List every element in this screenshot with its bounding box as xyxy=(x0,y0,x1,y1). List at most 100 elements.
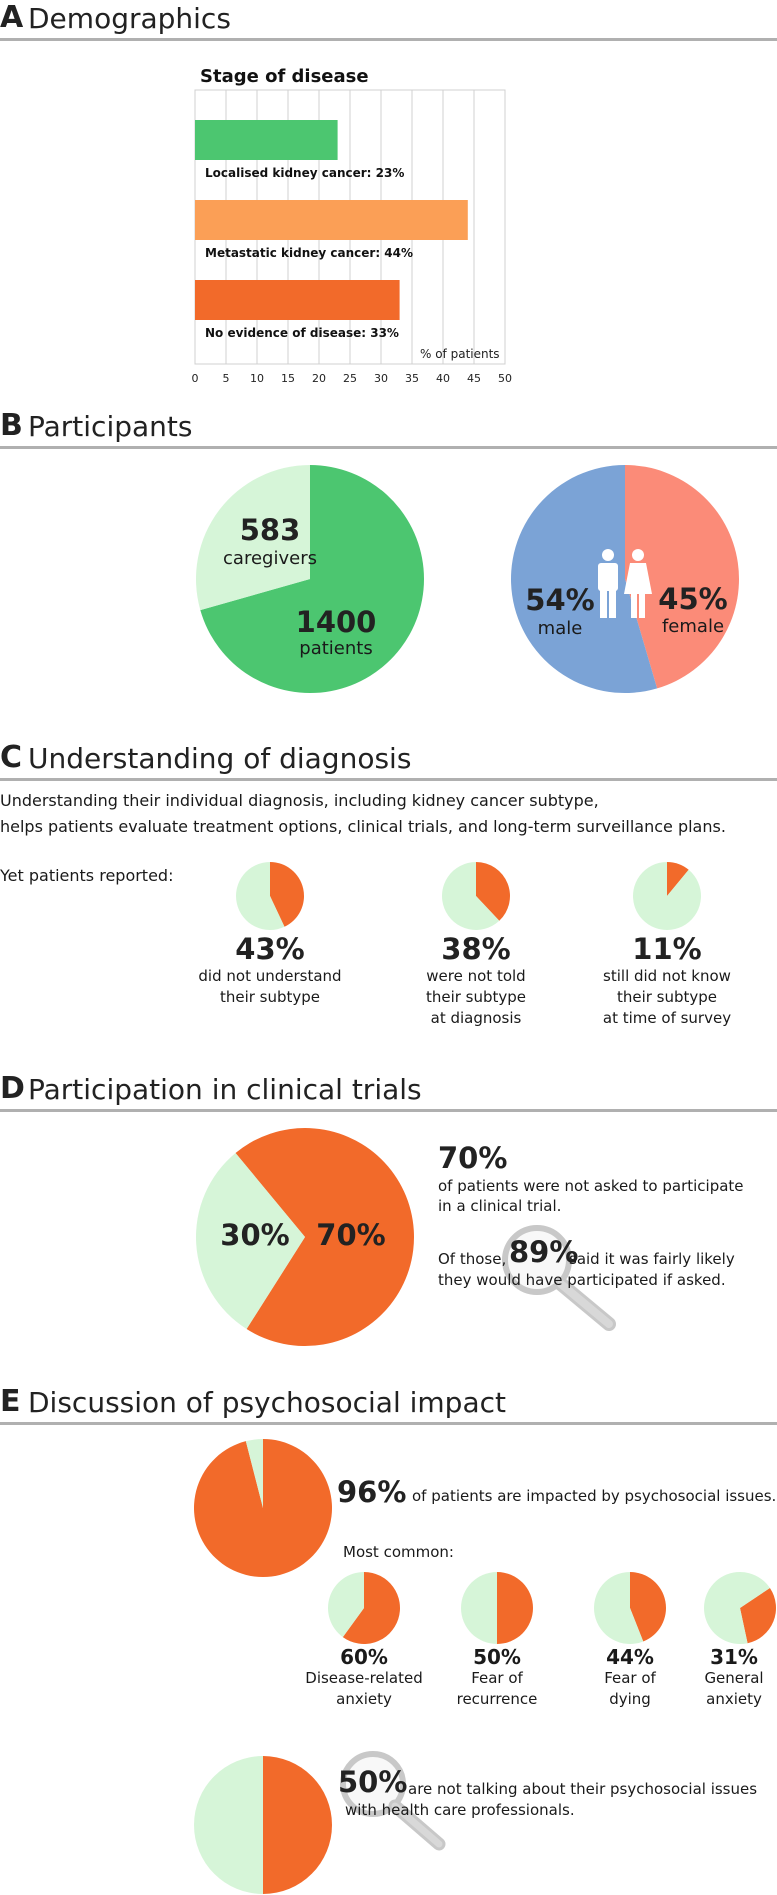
caption-line: anxiety xyxy=(336,1690,392,1708)
pie-slice xyxy=(630,1572,666,1642)
patients-label: patients xyxy=(299,638,373,659)
most-common-label: Most common: xyxy=(343,1543,454,1561)
caption-line: dying xyxy=(609,1690,651,1708)
caption-line: recurrence xyxy=(456,1690,538,1708)
trials-stat: 70% xyxy=(438,1141,508,1175)
not-talking-text1: are not talking about their psychosocial… xyxy=(408,1780,758,1798)
pie-slice xyxy=(740,1587,776,1644)
stat-value: 60% xyxy=(340,1645,388,1669)
bar-label: No evidence of disease: 33% xyxy=(205,326,399,340)
section-a-header: A Demographics xyxy=(0,0,777,41)
not-talking-pie xyxy=(194,1756,332,1894)
tick-label: 20 xyxy=(312,372,326,385)
psycho-text: of patients are impacted by psychosocial… xyxy=(412,1487,777,1505)
caregivers-patients-pie xyxy=(195,465,424,693)
caption-line: their subtype xyxy=(616,988,718,1006)
male-female-icon xyxy=(598,549,652,618)
section-letter: D xyxy=(0,1071,25,1106)
tick-label: 15 xyxy=(281,372,295,385)
pie-slice xyxy=(194,1756,263,1894)
stat-caption: Fear of dying xyxy=(560,1668,700,1710)
stat-caption: Disease-related anxiety xyxy=(294,1668,434,1710)
pie-slice xyxy=(461,1572,497,1644)
section-divider xyxy=(0,778,777,781)
not-asked-value: 30% xyxy=(220,1218,290,1252)
gender-pie xyxy=(511,465,739,693)
tick-label: 5 xyxy=(223,372,230,385)
trials-line4: they would have participated if asked. xyxy=(438,1271,726,1289)
section-d-header: D Participation in clinical trials xyxy=(0,1071,777,1112)
pie-slice xyxy=(235,1128,414,1346)
not-understand-subtype-pie xyxy=(236,862,304,930)
caption-line: did not understand xyxy=(198,967,342,985)
caption-line: their subtype xyxy=(219,988,321,1006)
section-letter: C xyxy=(0,740,23,775)
pie-slice xyxy=(328,1572,364,1638)
tick-label: 50 xyxy=(498,372,512,385)
magnifier-icon xyxy=(502,1225,616,1331)
asked-value: 70% xyxy=(316,1218,386,1252)
caption-line: General xyxy=(704,1669,764,1687)
section-b-header: B Participants xyxy=(0,408,777,449)
pie-slice xyxy=(200,465,424,693)
pie-slice xyxy=(196,1153,305,1330)
still-not-know-subtype-pie xyxy=(633,862,701,930)
fear-of-recurrence-pie xyxy=(461,1572,533,1644)
of-those-text: Of those, xyxy=(438,1250,507,1268)
section-letter: B xyxy=(0,408,23,443)
caregivers-label: caregivers xyxy=(223,548,317,569)
yet-patients-reported: Yet patients reported: xyxy=(0,866,174,885)
tick-label: 35 xyxy=(405,372,419,385)
section-c-header: C Understanding of diagnosis xyxy=(0,740,777,781)
stat-caption: General anxiety xyxy=(691,1668,777,1710)
trials-pie xyxy=(196,1128,414,1346)
section-title: Discussion of psychosocial impact xyxy=(28,1386,506,1419)
male-label: male xyxy=(537,618,583,639)
section-e-header: E Discussion of psychosocial impact xyxy=(0,1384,777,1425)
tick-label: 10 xyxy=(250,372,264,385)
general-anxiety-pie xyxy=(704,1572,776,1644)
section-title: Participants xyxy=(28,410,193,443)
tick-label: 45 xyxy=(467,372,481,385)
pie-slice xyxy=(704,1572,770,1644)
pie-slice xyxy=(594,1572,644,1644)
male-value: 54% xyxy=(525,583,595,617)
caption-line: anxiety xyxy=(706,1690,762,1708)
pie-slice xyxy=(625,465,739,689)
tick-label: 0 xyxy=(192,372,199,385)
section-letter: A xyxy=(0,0,24,35)
caption-line: still did not know xyxy=(603,967,731,985)
section-title: Understanding of diagnosis xyxy=(28,742,412,775)
pie-slice xyxy=(195,465,310,611)
tick-label: 40 xyxy=(436,372,450,385)
stat-value: 38% xyxy=(441,932,511,966)
pie-slice xyxy=(497,1572,533,1644)
bar xyxy=(195,280,400,320)
female-value: 45% xyxy=(658,582,728,616)
stat-value: 50% xyxy=(473,1645,521,1669)
caregivers-value: 583 xyxy=(239,513,301,547)
stat-caption: did not understand their subtype xyxy=(170,966,370,1008)
disease-related-anxiety-pie xyxy=(328,1572,400,1644)
section-divider xyxy=(0,1109,777,1112)
section-divider xyxy=(0,446,777,449)
caption-line: Fear of xyxy=(604,1669,656,1687)
pie-slice xyxy=(245,1439,263,1508)
patients-value: 1400 xyxy=(295,605,377,639)
stat-value: 11% xyxy=(632,932,702,966)
pie-slice xyxy=(263,1756,332,1894)
fear-of-dying-pie xyxy=(594,1572,666,1644)
caption-line: at time of survey xyxy=(602,1009,732,1027)
x-axis-label: % of patients xyxy=(420,347,500,361)
pie-slice xyxy=(633,862,701,930)
female-label: female xyxy=(661,616,725,637)
psychosocial-pie xyxy=(193,1439,332,1577)
understanding-intro-line1: Understanding their individual diagnosis… xyxy=(0,791,599,810)
section-letter: E xyxy=(0,1384,21,1419)
stage-of-disease-chart: Stage of disease 0 5 10 15 20 25 30 35 40 45 50 Loca… xyxy=(192,66,513,385)
bar xyxy=(195,200,468,240)
pie-slice xyxy=(511,465,658,693)
tick-label: 25 xyxy=(343,372,357,385)
pie-slice xyxy=(667,862,689,896)
trials-stat2: 89% xyxy=(509,1235,579,1269)
